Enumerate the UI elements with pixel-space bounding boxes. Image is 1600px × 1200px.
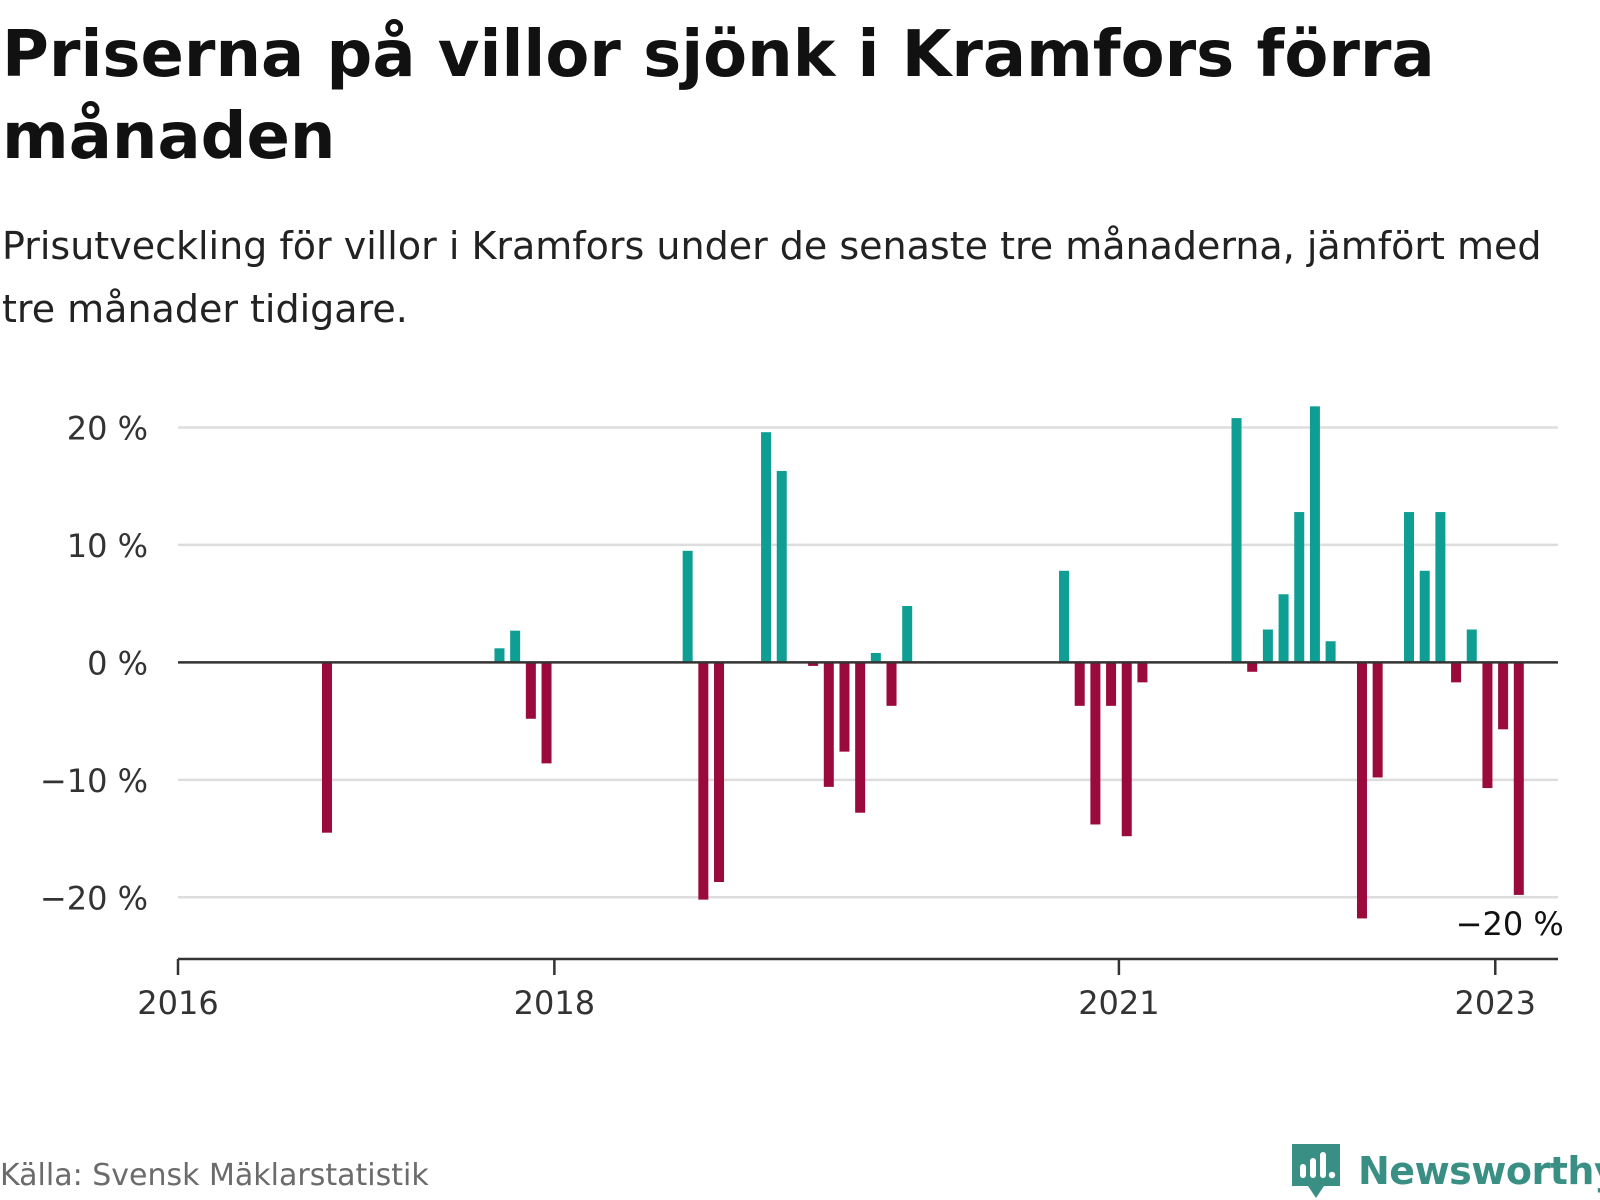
bar [541,662,552,764]
bar [870,652,881,663]
x-tick-label: 2023 [1455,984,1536,1022]
bar [321,662,332,833]
newsworthy-logo-icon [1292,1144,1340,1198]
bar [1262,629,1273,663]
bar [823,662,834,787]
y-tick-label: 20 % [67,409,148,447]
x-axis: 2016 2018 2021 2023 [137,957,1558,1022]
grid-layer [178,426,1558,899]
bar [855,662,866,813]
y-tick-label: 0 % [87,644,148,682]
bar [525,662,536,719]
y-tick-label: −20 % [40,879,148,917]
source-note: Källa: Svensk Mäklarstatistik [0,1158,429,1193]
bar [1451,662,1462,683]
bar [1121,662,1132,837]
x-tick-label: 2016 [137,984,218,1022]
bar [1294,512,1305,663]
x-tick-label: 2021 [1078,984,1159,1022]
bar [682,550,693,663]
bar [1356,662,1367,919]
bar [902,606,913,663]
bar [1482,662,1493,789]
y-tick-label: −10 % [40,762,148,800]
bars [321,406,1524,919]
bar [1106,662,1117,706]
bar [714,662,725,883]
bar [1278,594,1289,663]
bar [776,470,787,663]
bar [1074,662,1085,706]
bar [1466,629,1477,663]
bar [1513,662,1524,895]
chart-subtitle: Prisutveckling för villor i Kramfors und… [2,224,1542,331]
bar [494,648,505,663]
bar [1372,662,1383,778]
y-tick-label: 10 % [67,527,148,565]
bar [808,662,819,666]
y-tick-labels: 20 % 10 % 0 % −10 % −20 % [40,409,148,917]
bar [1498,662,1509,730]
bar [1137,662,1148,683]
bar [698,662,709,900]
last-value-annotation: −20 % [1456,905,1564,943]
bar [1309,406,1320,663]
bar [1435,512,1446,663]
bar [1404,512,1415,663]
bar [1059,570,1070,663]
bar [1419,570,1430,663]
bar [1090,662,1101,825]
bar [1231,418,1242,663]
annotation-layer: −20 % [1456,905,1564,943]
bar [510,630,521,663]
bar [1247,662,1258,672]
newsworthy-logo: Newsworthy [1290,1142,1600,1200]
x-tick-label: 2018 [514,984,595,1022]
bar [1325,641,1336,663]
chart-title: Priserna på villor sjönk i Kramfors förr… [2,18,1435,174]
bar [761,432,772,663]
bar [886,662,897,706]
bar [839,662,850,752]
bar-chart: 20 % 10 % 0 % −10 % −20 % 2016 2018 2021 2023 −… [40,406,1564,1022]
logo-text: Newsworthy [1358,1149,1600,1193]
